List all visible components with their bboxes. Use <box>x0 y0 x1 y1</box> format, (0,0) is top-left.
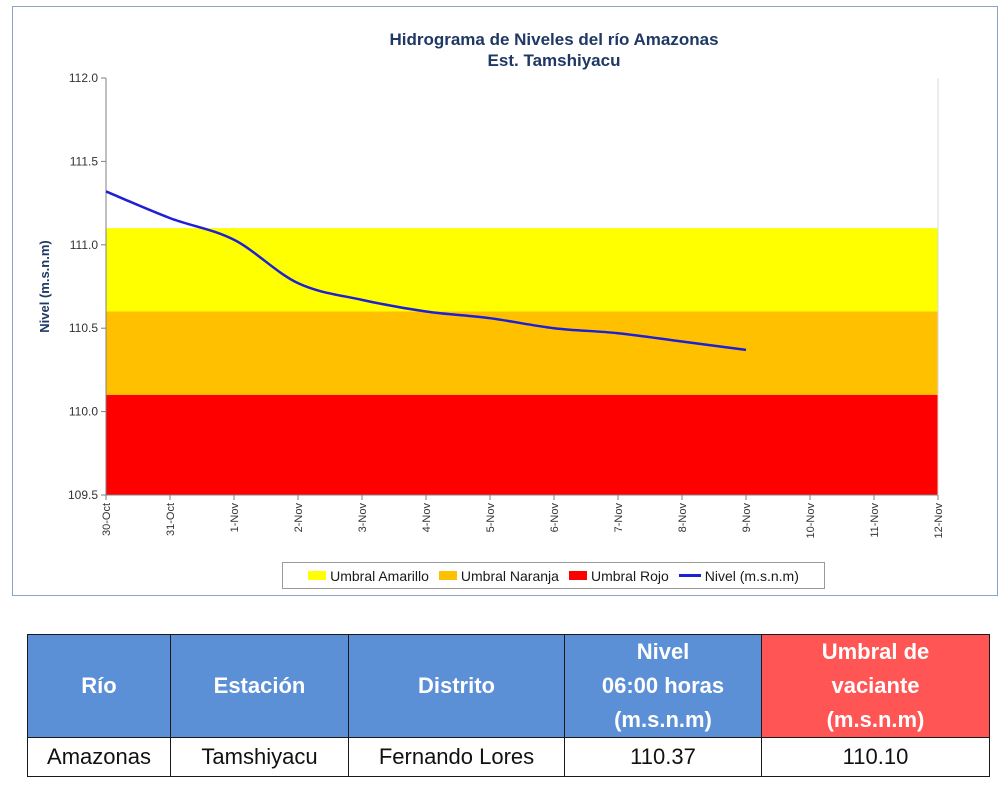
y-axis-label: Nivel (m.s.n.m) <box>37 240 52 332</box>
cell-estacion: Tamshiyacu <box>170 737 349 777</box>
x-tick-label-0: 30-Oct <box>101 503 113 536</box>
legend-item-naranja: Umbral Naranja <box>438 567 559 584</box>
chart-subtitle: Est. Tamshiyacu <box>488 51 621 70</box>
header-umbral: Umbral de vaciante (m.s.n.m) <box>761 634 990 738</box>
legend-label-nivel: Nivel (m.s.n.m) <box>704 567 799 584</box>
table-header-row: Río Estación Distrito Nivel 06:00 horas (m… <box>27 634 990 738</box>
hydrograph-chart: Hidrograma de Niveles del río Amazonas Es… <box>37 30 945 539</box>
y-tick-label-5: 109.5 <box>68 488 98 502</box>
x-tick-label-12: 11-Nov <box>869 503 881 538</box>
y-tick-label-2: 111.0 <box>70 238 99 252</box>
chart-legend: Umbral Amarillo Umbral Naranja Umbral Ro… <box>282 562 825 589</box>
x-tick-label-3: 2-Nov <box>293 503 305 533</box>
x-tick-label-4: 3-Nov <box>357 503 369 533</box>
x-tick-label-8: 7-Nov <box>613 503 625 533</box>
x-tick-label-7: 6-Nov <box>549 503 561 533</box>
legend-item-nivel: Nivel (m.s.n.m) <box>678 567 799 584</box>
band-1 <box>106 311 938 395</box>
x-tick-label-5: 4-Nov <box>421 503 433 533</box>
table-row: Amazonas Tamshiyacu Fernando Lores 110.3… <box>27 737 990 777</box>
cell-distrito: Fernando Lores <box>348 737 565 777</box>
series-line-nivel <box>105 190 747 352</box>
x-tick-label-11: 10-Nov <box>805 503 817 539</box>
cell-nivel: 110.37 <box>564 737 762 777</box>
x-tick-label-1: 31-Oct <box>165 503 177 536</box>
legend-swatch-rojo <box>568 571 587 580</box>
header-estacion: Estación <box>170 634 349 738</box>
header-distrito: Distrito <box>348 634 565 738</box>
x-tick-label-2: 1-Nov <box>229 503 241 533</box>
legend-label-naranja: Umbral Naranja <box>460 567 559 584</box>
y-tick-label-1: 111.5 <box>70 154 99 168</box>
y-tick-label-4: 110.0 <box>69 405 98 419</box>
x-tick-label-10: 9-Nov <box>741 503 753 533</box>
x-tick-label-6: 5-Nov <box>485 503 497 533</box>
y-tick-label-3: 110.5 <box>69 321 98 335</box>
cell-rio: Amazonas <box>27 737 171 777</box>
station-table: Río Estación Distrito Nivel 06:00 horas (m… <box>27 634 990 777</box>
band-2 <box>106 394 938 495</box>
legend-swatch-nivel <box>678 574 701 577</box>
y-tick-label-0: 112.0 <box>69 71 98 85</box>
x-tick-label-13: 12-Nov <box>933 503 945 539</box>
legend-swatch-amarillo <box>308 571 327 580</box>
chart-frame: Hidrograma de Niveles del río Amazonas Es… <box>12 6 998 596</box>
chart-title: Hidrograma de Niveles del río Amazonas <box>389 30 718 49</box>
header-rio: Río <box>27 634 171 738</box>
band-0 <box>106 228 938 312</box>
legend-swatch-naranja <box>438 571 457 580</box>
legend-item-rojo: Umbral Rojo <box>568 567 669 584</box>
cell-umbral: 110.10 <box>761 737 990 777</box>
legend-label-rojo: Umbral Rojo <box>590 567 669 584</box>
x-tick-label-9: 8-Nov <box>677 503 689 533</box>
legend-label-amarillo: Umbral Amarillo <box>330 567 429 584</box>
legend-item-amarillo: Umbral Amarillo <box>308 568 429 584</box>
header-nivel: Nivel 06:00 horas (m.s.n.m) <box>564 634 762 738</box>
